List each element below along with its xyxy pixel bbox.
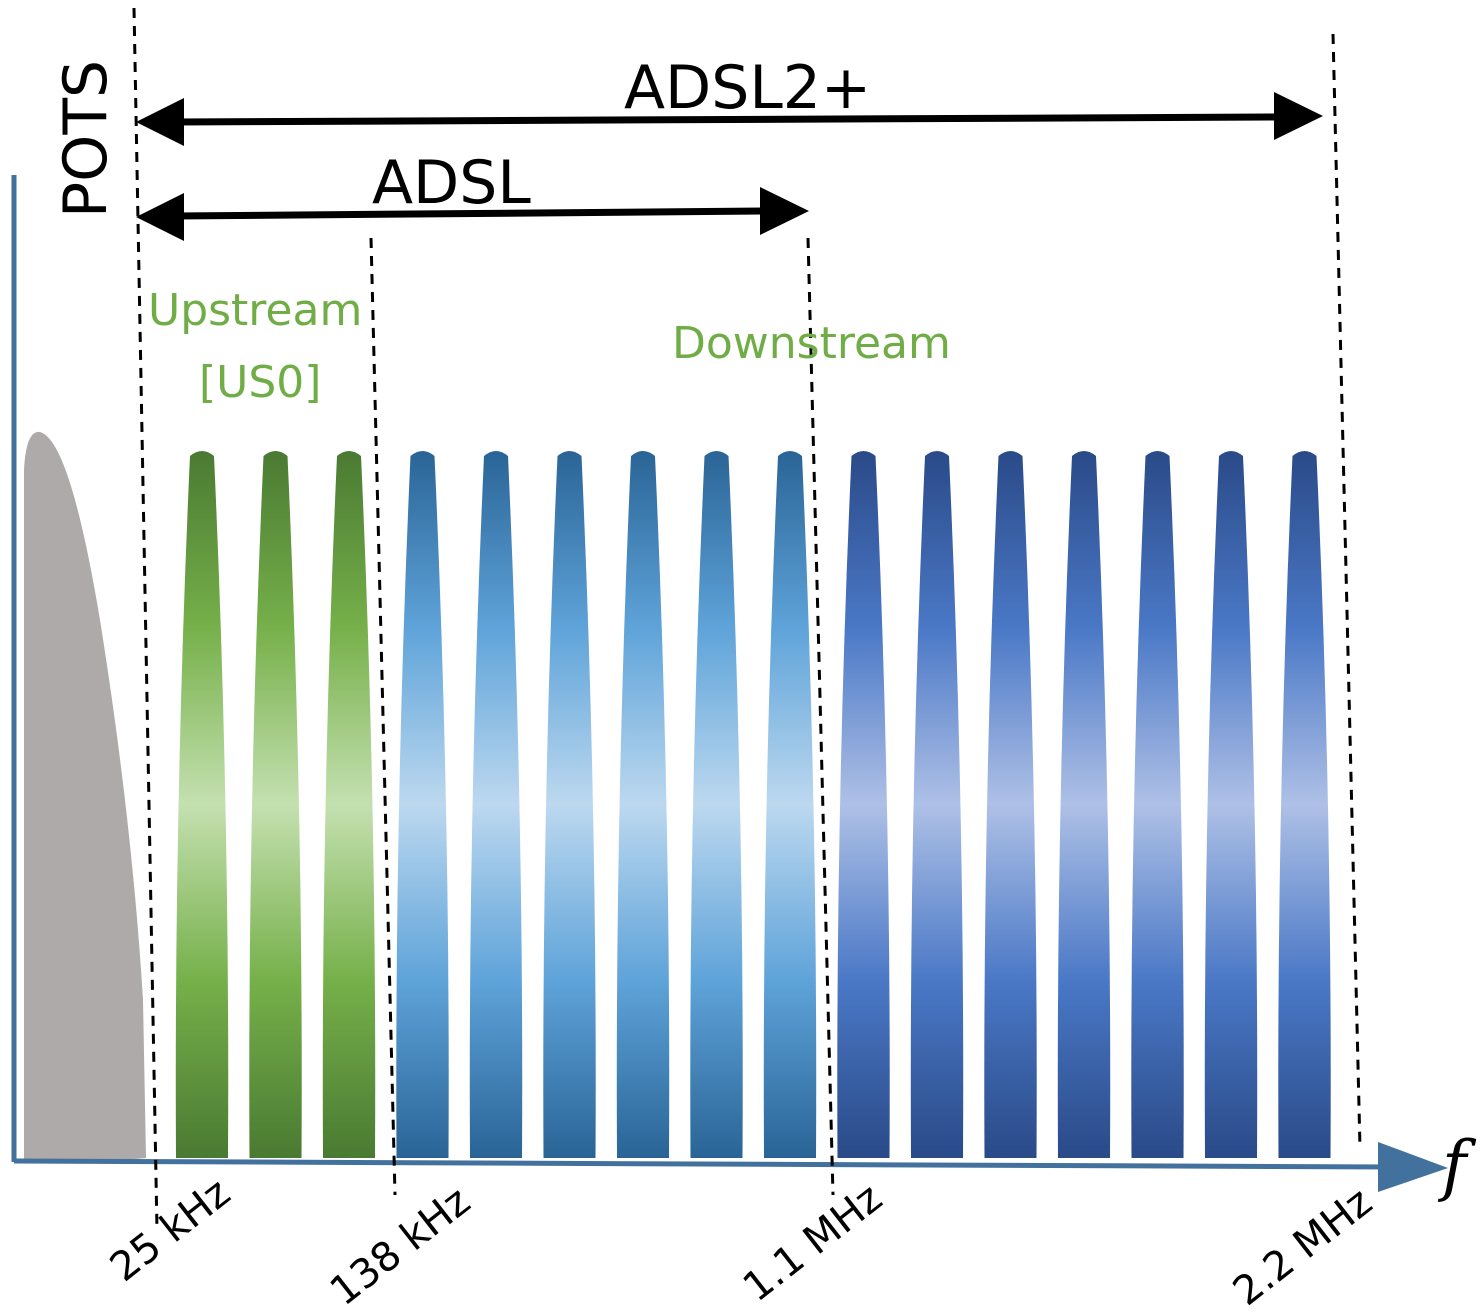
downstream-adsl-band [616,451,670,1158]
downstream-adsl2plus-bands [837,451,1331,1158]
adsl-arrow-left [136,193,184,241]
freq-label-25khz: 25 kHz [102,1170,239,1291]
pots-label: POTS [51,60,121,218]
downstream-adsl-band [763,451,817,1158]
downstream-adsl-band [396,451,449,1158]
upstream-bands [175,451,376,1158]
upstream-band [322,451,376,1158]
upstream-band [175,451,229,1158]
adsl2plus-arrow-left [136,98,184,146]
adsl-arrow-line [174,207,771,220]
boundary-25khz [132,7,159,1231]
downstream-adsl2plus-band [1278,451,1331,1158]
adsl2plus-arrow-line [174,113,1281,126]
downstream-adsl-band [543,451,596,1158]
downstream-adsl-band [690,451,743,1158]
downstream-adsl-band [469,451,523,1158]
upstream-us0-label: [US0] [199,357,321,408]
boundary-2-2mhz [1331,33,1362,1149]
downstream-adsl2plus-band [1204,451,1258,1158]
x-axis [13,1158,1391,1170]
pots-band [24,431,146,1162]
freq-label-138khz: 138 kHz [322,1178,479,1310]
downstream-adsl2plus-band [837,451,890,1158]
adsl2plus-label: ADSL2+ [624,53,871,123]
freq-label-2-2mhz: 2.2 MHz [1225,1179,1381,1310]
boundary-138khz [369,237,397,1196]
upstream-label: Upstream [148,285,362,336]
boundary-1-1mhz [806,237,835,1196]
downstream-adsl-bands [396,451,817,1158]
upstream-band [249,451,302,1158]
downstream-adsl2plus-band [1057,451,1111,1158]
downstream-label: Downstream [672,318,951,369]
adsl2plus-arrow-right [1274,92,1323,140]
adsl-label: ADSL [372,148,531,218]
freq-label-1-1mhz: 1.1 MHz [735,1175,891,1310]
downstream-adsl2plus-band [1131,451,1184,1158]
adsl-arrow-right [760,187,809,235]
downstream-adsl2plus-band [984,451,1037,1158]
x-axis-arrowhead [1378,1142,1448,1192]
downstream-adsl2plus-band [910,451,964,1158]
x-axis-label: f [1437,1127,1477,1204]
